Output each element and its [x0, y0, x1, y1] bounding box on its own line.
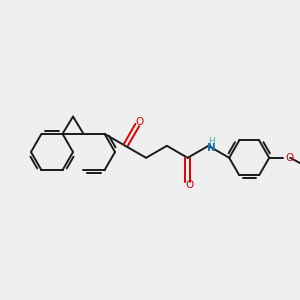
Text: N: N [207, 143, 216, 153]
Text: O: O [185, 180, 194, 190]
Text: O: O [285, 153, 293, 163]
Text: H: H [208, 137, 215, 146]
Text: O: O [135, 117, 143, 127]
